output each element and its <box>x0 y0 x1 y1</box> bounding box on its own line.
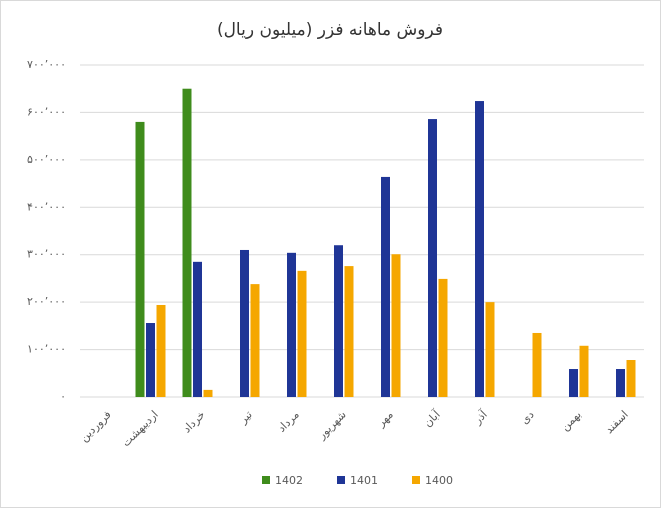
bar <box>156 304 166 397</box>
bar <box>428 119 437 397</box>
bar <box>391 254 401 397</box>
legend-swatch <box>337 476 345 484</box>
bar <box>287 252 296 397</box>
bar <box>334 245 343 397</box>
bar <box>475 101 484 397</box>
legend-label: 1402 <box>275 474 303 487</box>
bar <box>182 88 192 397</box>
bar <box>485 302 495 397</box>
bar <box>438 278 448 397</box>
legend-label: 1400 <box>425 474 453 487</box>
bar <box>626 360 636 397</box>
bar <box>193 261 202 397</box>
y-tick-label: ٠ <box>60 390 66 403</box>
y-tick-label: ۵۰۰٬۰۰۰ <box>27 153 66 166</box>
bar <box>616 369 625 397</box>
bar <box>579 345 589 397</box>
bar <box>240 249 249 397</box>
bar <box>569 369 578 397</box>
y-tick-label: ۲۰۰٬۰۰۰ <box>27 295 66 308</box>
y-tick-label: ۴۰۰٬۰۰۰ <box>27 200 66 213</box>
y-tick-label: ۱۰۰٬۰۰۰ <box>27 343 66 356</box>
bar <box>203 389 213 397</box>
legend-swatch <box>262 476 270 484</box>
y-tick-label: ۷۰۰٬۰۰۰ <box>27 58 66 71</box>
bar <box>297 270 307 397</box>
bar <box>532 332 542 397</box>
y-tick-label: ۳۰۰٬۰۰۰ <box>27 248 66 261</box>
bar <box>146 323 155 397</box>
bar <box>344 266 354 397</box>
legend-label: 1401 <box>350 474 378 487</box>
bar <box>381 176 390 397</box>
bar <box>250 284 260 397</box>
legend-swatch <box>412 476 420 484</box>
bar <box>135 121 145 398</box>
y-tick-label: ۶۰۰٬۰۰۰ <box>27 105 66 118</box>
chart-title: فروش ماهانه فزر (میلیون ریال) <box>217 20 443 40</box>
